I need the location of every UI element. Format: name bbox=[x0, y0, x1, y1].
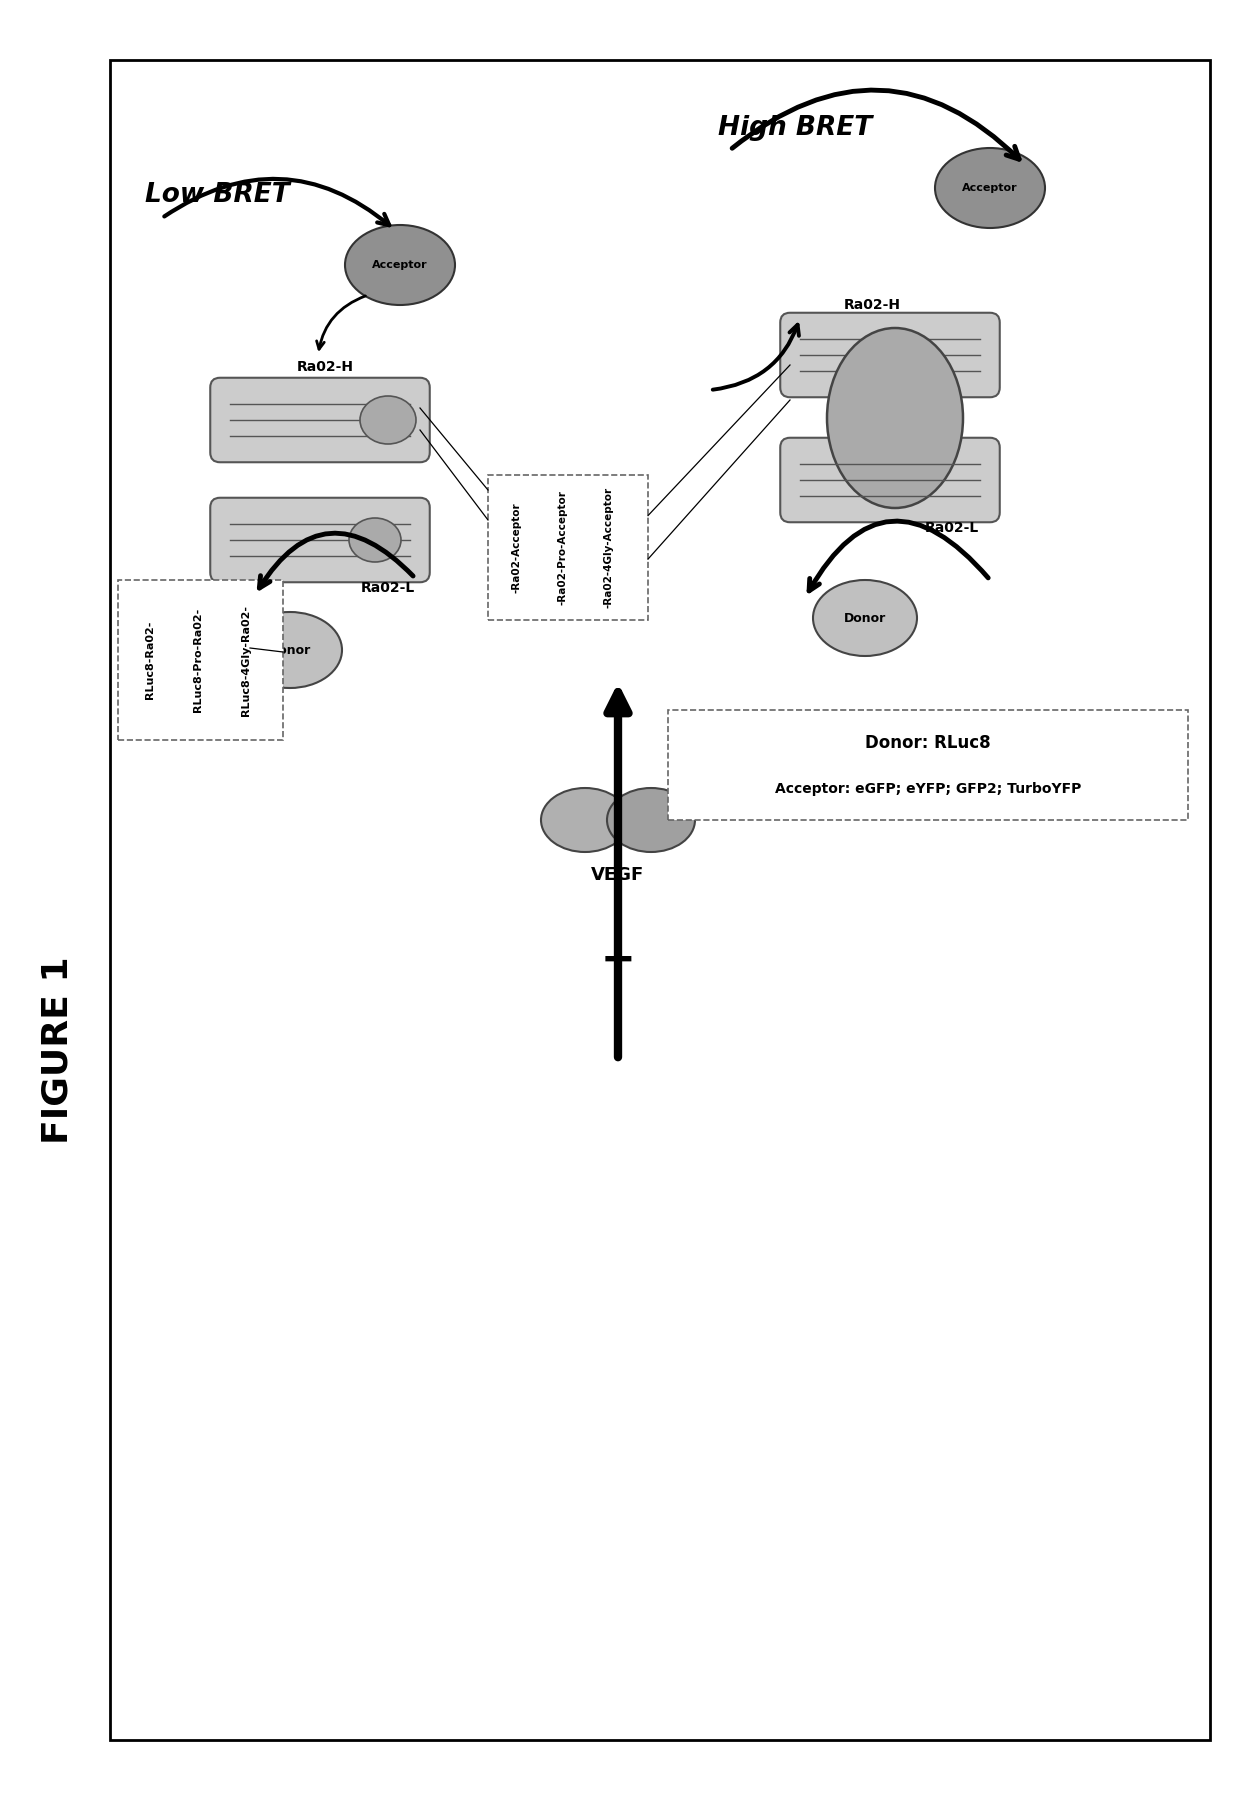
Text: -Ra02-Acceptor: -Ra02-Acceptor bbox=[511, 503, 521, 593]
Text: Ra02-H: Ra02-H bbox=[296, 359, 353, 374]
Bar bbox=[489, 474, 649, 620]
Text: RLuc8-Pro-Ra02-: RLuc8-Pro-Ra02- bbox=[193, 607, 203, 713]
Ellipse shape bbox=[348, 517, 401, 562]
Text: -Ra02-Pro-Acceptor: -Ra02-Pro-Acceptor bbox=[557, 490, 567, 605]
Text: High BRET: High BRET bbox=[718, 115, 872, 142]
Text: VEGF: VEGF bbox=[591, 866, 645, 884]
Ellipse shape bbox=[238, 612, 342, 688]
Text: Low BRET: Low BRET bbox=[145, 181, 290, 208]
Text: Acceptor: Acceptor bbox=[962, 183, 1018, 192]
Text: Ra02-L: Ra02-L bbox=[361, 580, 415, 594]
Text: Acceptor: eGFP; eYFP; GFP2; TurboYFP: Acceptor: eGFP; eYFP; GFP2; TurboYFP bbox=[775, 783, 1081, 796]
Text: RLuc8-4Gly-Ra02-: RLuc8-4Gly-Ra02- bbox=[241, 605, 250, 715]
FancyBboxPatch shape bbox=[211, 377, 430, 462]
Bar bbox=[118, 580, 283, 740]
Text: Donor: Donor bbox=[269, 643, 311, 657]
Ellipse shape bbox=[360, 395, 415, 444]
Text: FIGURE 1: FIGURE 1 bbox=[41, 955, 74, 1144]
Bar bbox=[668, 709, 1188, 821]
Ellipse shape bbox=[608, 788, 694, 851]
Text: -Ra02-4Gly-Acceptor: -Ra02-4Gly-Acceptor bbox=[603, 487, 613, 609]
Ellipse shape bbox=[541, 788, 629, 851]
Ellipse shape bbox=[813, 580, 918, 656]
Ellipse shape bbox=[827, 329, 963, 508]
Text: Donor: Donor bbox=[844, 611, 887, 625]
Text: +: + bbox=[600, 939, 635, 981]
Text: Ra02-L: Ra02-L bbox=[925, 521, 980, 535]
Text: Acceptor: Acceptor bbox=[372, 260, 428, 269]
FancyBboxPatch shape bbox=[780, 438, 999, 523]
Ellipse shape bbox=[345, 224, 455, 305]
FancyBboxPatch shape bbox=[211, 497, 430, 582]
Bar bbox=[110, 59, 1210, 1740]
Text: Donor: RLuc8: Donor: RLuc8 bbox=[866, 735, 991, 753]
Text: RLuc8-Ra02-: RLuc8-Ra02- bbox=[145, 621, 155, 699]
Ellipse shape bbox=[935, 147, 1045, 228]
FancyBboxPatch shape bbox=[780, 313, 999, 397]
Text: Ra02-H: Ra02-H bbox=[843, 298, 900, 313]
